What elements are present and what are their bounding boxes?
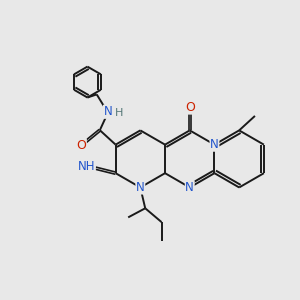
Text: N: N	[185, 181, 194, 194]
Text: N: N	[136, 181, 145, 194]
Text: N: N	[210, 138, 219, 151]
Text: O: O	[76, 139, 86, 152]
Text: NH: NH	[78, 160, 95, 173]
Text: O: O	[185, 101, 195, 114]
Text: N: N	[103, 105, 112, 118]
Text: H: H	[115, 108, 123, 118]
